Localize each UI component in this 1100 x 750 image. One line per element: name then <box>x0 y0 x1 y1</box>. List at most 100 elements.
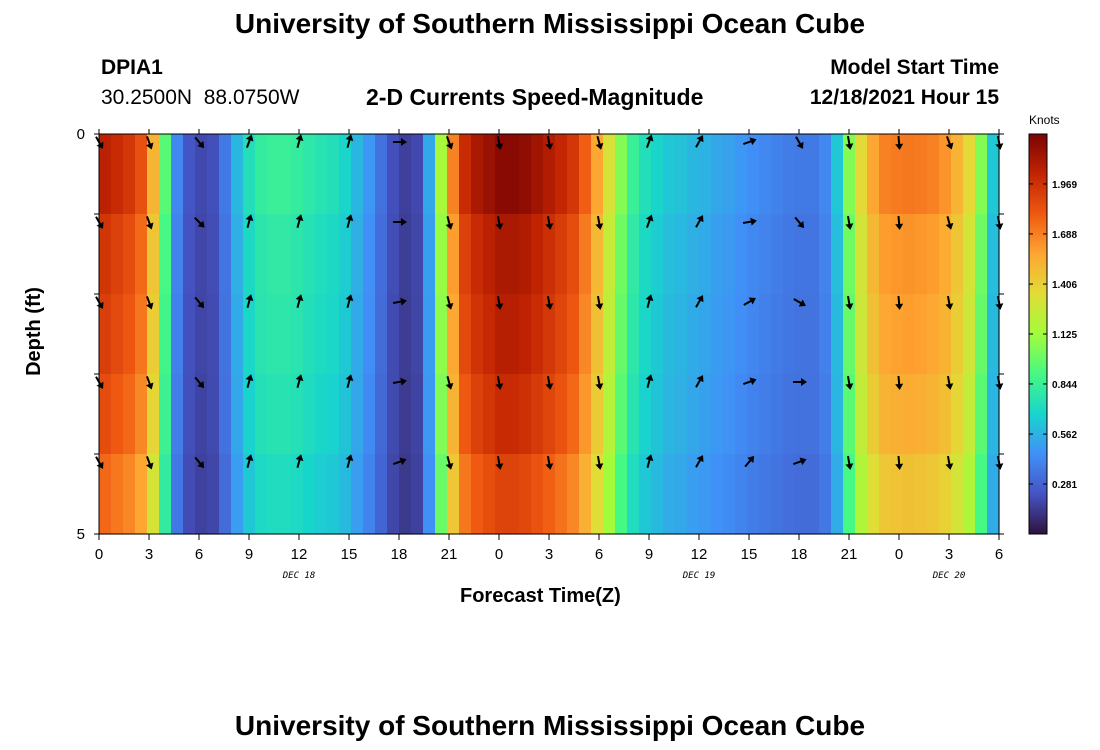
heatmap-cell <box>363 374 376 455</box>
current-arrow <box>245 454 254 469</box>
heatmap-cell <box>819 214 832 295</box>
heatmap-cell <box>255 374 268 455</box>
heatmap-cell <box>591 454 604 535</box>
heatmap-cell <box>891 454 904 535</box>
heatmap-cell <box>891 134 904 215</box>
heatmap-cell <box>615 214 628 295</box>
current-arrow <box>145 136 154 150</box>
heatmap-cell <box>279 454 292 535</box>
current-arrow <box>794 216 805 229</box>
heatmap-cell <box>243 294 256 375</box>
heatmap-cell <box>663 374 676 455</box>
heatmap-cell <box>627 134 640 215</box>
current-arrow <box>595 455 604 470</box>
heatmap-cell <box>687 454 700 535</box>
heatmap-cell <box>567 454 580 535</box>
heatmap-cell <box>627 294 640 375</box>
heatmap-cell <box>243 454 256 535</box>
heatmap-cell <box>135 134 148 215</box>
heatmap-cell <box>975 454 988 535</box>
x-tick-label: 21 <box>441 546 458 563</box>
heatmap-cell <box>519 374 532 455</box>
heatmap-cell <box>219 214 232 295</box>
heatmap-cell <box>783 374 796 455</box>
heatmap-cell <box>579 454 592 535</box>
heatmap-cell <box>687 294 700 375</box>
heatmap-cell <box>135 374 148 455</box>
heatmap-cell <box>171 454 184 535</box>
heatmap-cell <box>555 374 568 455</box>
heatmap-cell <box>615 454 628 535</box>
heatmap-cell <box>111 214 124 295</box>
heatmap-cell <box>111 374 124 455</box>
current-arrow <box>895 295 904 310</box>
current-arrow <box>245 294 254 309</box>
heatmap-cell <box>567 294 580 375</box>
colorbar-ticks: 0.281 0.562 0.844 1.125 1.406 1.688 1.969 <box>1029 180 1077 491</box>
heatmap-cell <box>963 454 976 535</box>
heatmap-cell <box>807 454 820 535</box>
heatmap-cell <box>435 134 448 215</box>
heatmap-cell <box>471 294 484 375</box>
heatmap-cell <box>495 134 508 215</box>
heatmap-cell <box>411 134 424 215</box>
heatmap-cell <box>267 454 280 535</box>
heatmap-cell <box>927 294 940 375</box>
heatmap-cell <box>351 294 364 375</box>
heatmap-cell <box>543 374 556 455</box>
heatmap-cell <box>303 294 316 375</box>
heatmap-cell <box>123 294 136 375</box>
heatmap-cell <box>663 134 676 215</box>
heatmap-cell <box>423 374 436 455</box>
heatmap-cell <box>147 454 160 535</box>
heatmap-cell <box>723 134 736 215</box>
chart-title: 2-D Currents Speed-Magnitude <box>366 84 704 110</box>
current-arrow <box>145 216 154 230</box>
x-tick-label: 6 <box>595 546 603 563</box>
heatmap-cell <box>147 214 160 295</box>
heatmap-cell <box>471 454 484 535</box>
heatmap-cell <box>975 214 988 295</box>
heatmap-cell <box>543 454 556 535</box>
heatmap-cell <box>255 214 268 295</box>
heatmap-cell <box>843 134 856 215</box>
heatmap-cell <box>435 454 448 535</box>
current-arrow <box>194 296 205 309</box>
heatmap-cell <box>831 294 844 375</box>
heatmap-cell <box>315 294 328 375</box>
heatmap-cell <box>459 374 472 455</box>
heatmap-cell <box>339 214 352 295</box>
heatmap-cell <box>231 214 244 295</box>
colorbar-tick-label: 1.688 <box>1052 230 1077 241</box>
current-arrow <box>545 135 554 150</box>
heatmap-cell <box>735 374 748 455</box>
heatmap-cell <box>555 454 568 535</box>
heatmap-cell <box>195 294 208 375</box>
current-arrow <box>194 376 205 389</box>
heatmap-cell <box>159 294 172 375</box>
heatmap-cell <box>951 134 964 215</box>
heatmap-cell <box>435 214 448 295</box>
colorbar-tick-label: 1.969 <box>1052 180 1077 191</box>
heatmap-cell <box>879 134 892 215</box>
x-tick-label: 6 <box>995 546 1003 563</box>
colorbar-tick-label: 1.125 <box>1052 330 1077 341</box>
heatmap-cell <box>255 134 268 215</box>
current-arrow <box>845 375 854 390</box>
heatmap-cell <box>243 134 256 215</box>
heatmap-cell <box>543 214 556 295</box>
current-arrow <box>793 457 807 466</box>
x-tick-label: 3 <box>545 546 553 563</box>
heatmap-cell <box>591 134 604 215</box>
current-arrow <box>245 214 254 229</box>
heatmap-cell <box>771 454 784 535</box>
heatmap-cell <box>963 374 976 455</box>
heatmap-cell <box>591 214 604 295</box>
heatmap-cell <box>291 374 304 455</box>
heatmap-cell <box>915 214 928 295</box>
heatmap-cell <box>507 374 520 455</box>
heatmap-cell <box>603 134 616 215</box>
heatmap-cell <box>351 134 364 215</box>
heatmap-cell <box>399 294 412 375</box>
heatmap-cell <box>291 134 304 215</box>
